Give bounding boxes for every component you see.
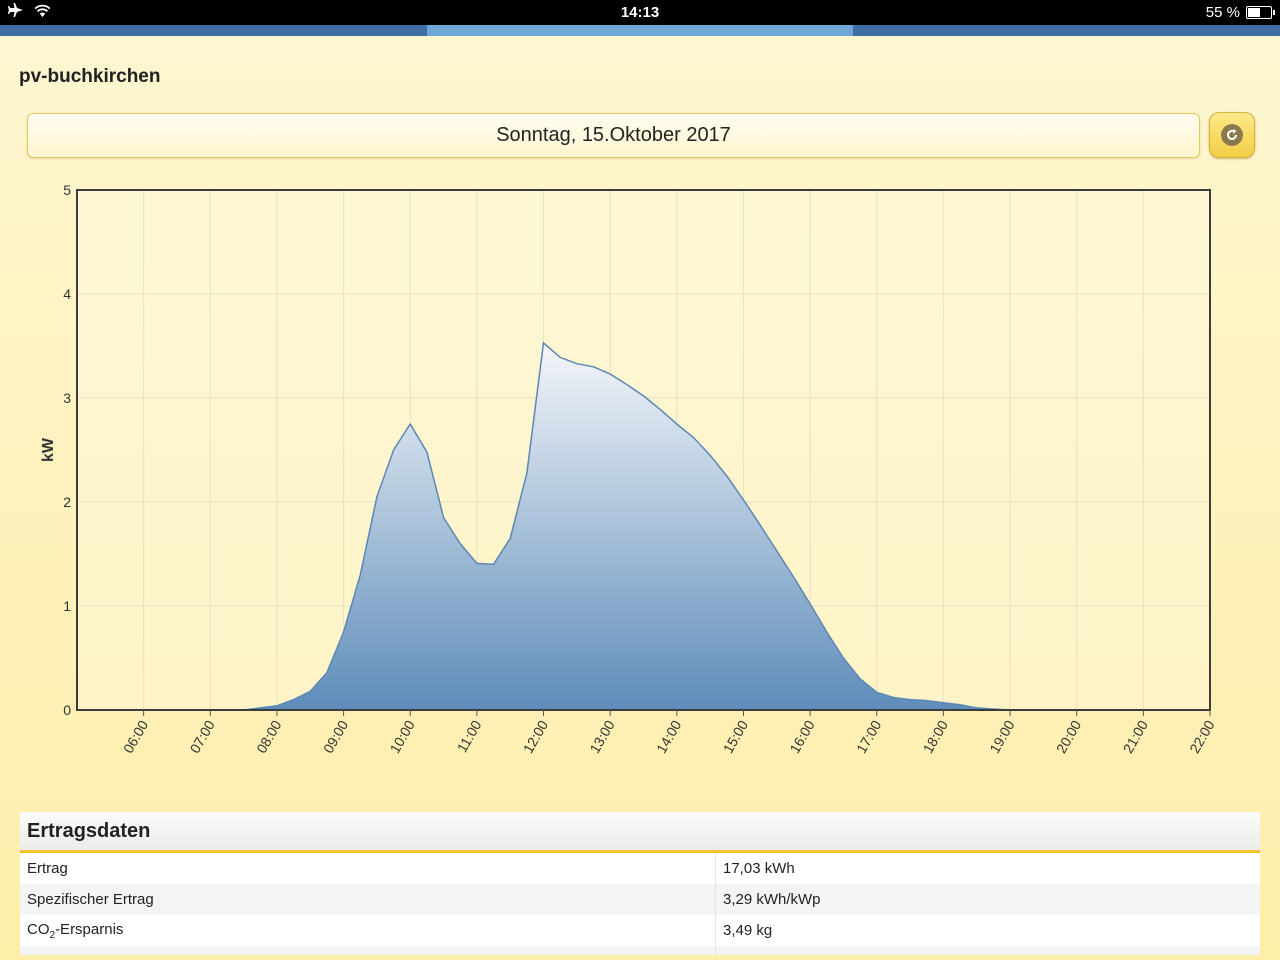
wifi-icon (34, 4, 51, 21)
y-tick-label: 5 (63, 182, 71, 198)
power-chart: 0 1 2 3 4 5 06:00 07:00 08:00 09:00 10:00 11:00 12:… (40, 182, 1218, 756)
date-selector[interactable]: Sonntag, 15.Oktober 2017 (27, 113, 1200, 158)
y-tick-label: 0 (63, 702, 71, 718)
yield-table-title: Ertragsdaten (20, 812, 1260, 853)
co2-label-rest: -Ersparnis (55, 920, 124, 938)
refresh-button[interactable] (1209, 112, 1255, 158)
y-tick-label: 4 (63, 286, 71, 302)
x-tick-label: 15:00 (720, 717, 751, 756)
x-tick-label: 20:00 (1053, 717, 1084, 756)
row-value-co2-savings: 3,49 kg (715, 915, 1260, 946)
x-tick-label: 13:00 (586, 717, 617, 756)
row-label-specific-yield: Spezifischer Ertrag (27, 891, 154, 908)
battery-icon (1246, 6, 1275, 19)
row-value-specific-yield: 3,29 kWh/kWp (715, 884, 1260, 915)
x-tick-label: 16:00 (786, 717, 817, 756)
status-time: 14:13 (620, 4, 660, 21)
tab-strip (0, 25, 1280, 36)
x-tick-label: 17:00 (853, 717, 884, 756)
power-area (77, 342, 1210, 710)
airplane-icon (8, 3, 24, 21)
x-tick-label: 19:00 (986, 717, 1017, 756)
table-row (20, 946, 1260, 955)
refresh-icon (1221, 124, 1243, 146)
battery-text: 55 % (1205, 4, 1240, 21)
date-label: Sonntag, 15.Oktober 2017 (496, 124, 731, 146)
row-value-yield: 17,03 kWh (715, 853, 1260, 884)
x-tick-label: 08:00 (253, 717, 284, 756)
y-tick-label: 1 (63, 598, 71, 614)
status-bar: 14:13 55 % (0, 0, 1280, 25)
status-right: 55 % (1205, 4, 1275, 21)
x-tick-label: 22:00 (1186, 717, 1217, 756)
co2-label-main: CO (27, 920, 50, 938)
table-row: Ertrag 17,03 kWh (20, 853, 1260, 884)
x-tick-label: 09:00 (320, 717, 351, 756)
page-title: pv-buchkirchen (19, 66, 161, 87)
y-tick-label: 2 (63, 494, 71, 510)
table-row: Spezifischer Ertrag 3,29 kWh/kWp (20, 884, 1260, 915)
x-tick-label: 14:00 (653, 717, 684, 756)
yield-table: Ertragsdaten Ertrag 17,03 kWh Spezifisch… (20, 812, 1260, 955)
row-label-co2-savings: CO2-Ersparnis (20, 921, 715, 941)
y-tick-label: 3 (63, 390, 71, 406)
y-axis-label: kW (40, 437, 57, 462)
y-axis-ticks: 0 1 2 3 4 5 (63, 182, 71, 718)
status-left (8, 3, 51, 21)
x-tick-label: 10:00 (386, 717, 417, 756)
x-tick-label: 06:00 (120, 717, 151, 756)
power-line (77, 341, 1210, 711)
x-tick-label: 18:00 (920, 717, 951, 756)
chart-frame (76, 189, 1211, 711)
x-axis-ticks: 06:00 07:00 08:00 09:00 10:00 11:00 12:00 13:00… (120, 710, 1218, 756)
yield-table-body: Ertrag 17,03 kWh Spezifischer Ertrag 3,2… (20, 853, 1260, 955)
x-tick-label: 21:00 (1120, 717, 1151, 756)
x-tick-label: 11:00 (454, 717, 485, 755)
co2-label-sub: 2 (49, 929, 56, 941)
x-tick-label: 07:00 (187, 717, 218, 756)
battery-level (1248, 8, 1260, 17)
row-label-yield: Ertrag (27, 860, 68, 877)
tab-3[interactable] (853, 25, 1280, 36)
tab-1[interactable] (0, 25, 427, 36)
table-row: CO2-Ersparnis 3,49 kg (20, 915, 1260, 946)
tab-2[interactable] (426, 25, 854, 36)
x-tick-label: 12:00 (520, 717, 551, 756)
